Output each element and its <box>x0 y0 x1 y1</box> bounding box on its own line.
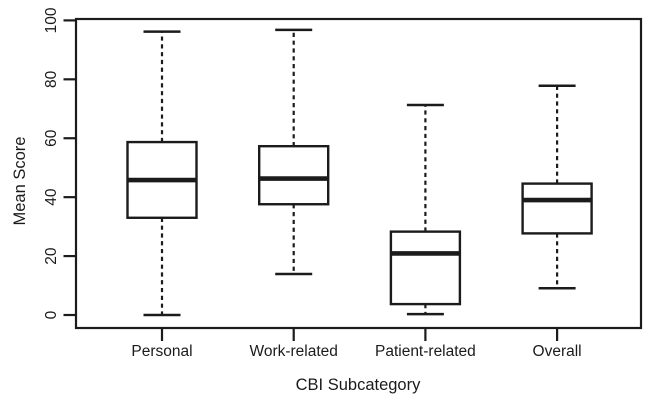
x-tick-label: Patient-related <box>375 343 476 360</box>
y-tick-label: 80 <box>43 70 60 88</box>
y-tick-label: 100 <box>43 7 60 33</box>
x-axis-title: CBI Subcategory <box>296 376 421 394</box>
y-tick-label: 0 <box>43 310 60 319</box>
x-axis: Personal Work-related Patient-related Overa… <box>131 328 582 360</box>
x-tick-label: Overall <box>533 343 582 360</box>
iqr-box <box>389 230 462 306</box>
x-tick-label: Work-related <box>249 343 337 360</box>
plot-frame <box>74 17 643 330</box>
iqr-box <box>521 182 593 235</box>
box-group <box>126 28 593 317</box>
y-tick-label: 40 <box>43 188 60 206</box>
boxplot-work-related <box>258 28 330 276</box>
boxplot-patient-related <box>389 103 462 316</box>
boxplot-overall <box>521 84 593 290</box>
iqr-box <box>258 144 330 206</box>
y-tick-label: 20 <box>43 247 60 265</box>
y-axis: 0 20 40 60 80 100 <box>43 7 76 319</box>
boxplot-personal <box>126 30 198 317</box>
x-tick-label: Personal <box>131 343 192 360</box>
y-tick-label: 60 <box>43 129 60 147</box>
y-axis-title: Mean Score <box>11 137 29 226</box>
